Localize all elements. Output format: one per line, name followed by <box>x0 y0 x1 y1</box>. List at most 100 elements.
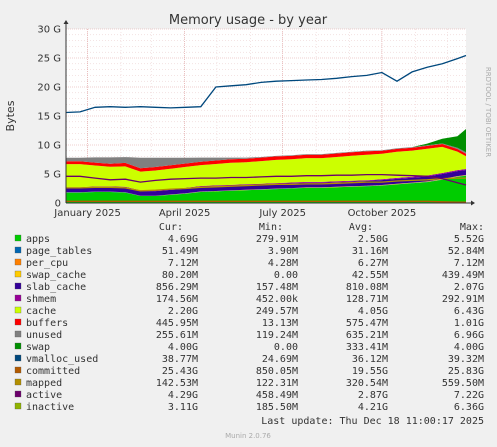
legend-max-swap: 4.00G <box>454 342 484 353</box>
legend-swatch-shmem <box>14 294 22 302</box>
legend-min-apps: 279.91M <box>256 234 298 245</box>
area-slab_cache <box>66 170 466 196</box>
legend-min-unused: 119.24M <box>256 330 298 341</box>
legend-name-unused: unused <box>26 330 62 341</box>
legend-name-vmalloc_used: vmalloc_used <box>26 354 98 365</box>
legend-max-slab_cache: 2.07G <box>454 282 484 293</box>
legend-cur-page_tables: 51.49M <box>162 246 198 257</box>
y-tick-label: 0 <box>55 199 61 210</box>
legend-max-unused: 6.96G <box>454 330 484 341</box>
legend-max-mapped: 559.50M <box>442 378 484 389</box>
legend-rows: apps 4.69G 279.91M 2.50G 5.52G page_tables 51.… <box>14 234 484 413</box>
legend-max-apps: 5.52G <box>454 234 484 245</box>
legend-max-inactive: 6.36G <box>454 402 484 413</box>
legend-min-mapped: 122.31M <box>256 378 298 389</box>
line-committed <box>65 54 467 114</box>
series-lines <box>65 54 467 203</box>
y-tick-label: 10 G <box>37 141 61 152</box>
legend-min-committed: 850.05M <box>256 366 298 377</box>
legend-cur-shmem: 174.56M <box>156 294 198 305</box>
legend-max-page_tables: 52.84M <box>448 246 484 257</box>
x-axis-arrow <box>471 200 475 206</box>
legend-cur-swap_cache: 80.20M <box>162 270 198 281</box>
legend-cur-vmalloc_used: 38.77M <box>162 354 198 365</box>
legend-table: Cur: Min: Avg: Max: apps 4.69G 279.91M 2.50… <box>14 222 484 413</box>
legend-name-cache: cache <box>26 306 56 317</box>
legend-swatch-apps <box>14 234 22 242</box>
legend-name-per_cpu: per_cpu <box>26 258 68 269</box>
last-update: Last update: Thu Dec 18 11:00:17 2025 <box>261 416 484 427</box>
legend-min-shmem: 452.00k <box>256 294 298 305</box>
legend-max-vmalloc_used: 39.32M <box>448 354 484 365</box>
x-tick-label: April 2025 <box>159 208 210 219</box>
x-tick-label: July 2025 <box>258 208 306 219</box>
legend-avg-page_tables: 31.16M <box>352 246 388 257</box>
legend-avg-buffers: 575.47M <box>346 318 388 329</box>
axes <box>63 20 475 206</box>
legend-name-inactive: inactive <box>26 402 74 413</box>
legend-max-per_cpu: 7.12M <box>454 258 484 269</box>
legend-name-committed: committed <box>26 366 80 377</box>
legend-avg-swap: 333.41M <box>346 342 388 353</box>
x-tick-label: October 2025 <box>348 208 417 219</box>
legend-cur-apps: 4.69G <box>168 234 198 245</box>
legend-min-inactive: 185.50M <box>256 402 298 413</box>
area-apps <box>66 175 466 203</box>
legend-min-page_tables: 3.90M <box>268 246 298 257</box>
legend-min-swap_cache: 0.00 <box>274 270 298 281</box>
legend-swatch-per_cpu <box>14 258 22 266</box>
area-buffers <box>66 144 466 172</box>
legend-header-min: Min: <box>259 222 283 233</box>
y-tick-labels: 0 5 G 10 G 15 G 20 G 25 G 30 G <box>37 25 61 210</box>
legend-cur-unused: 255.61M <box>156 330 198 341</box>
rrdtool-credit: RRDTOOL / TOBI OETIKER <box>484 67 492 157</box>
y-axis-arrow <box>63 20 69 24</box>
legend-min-vmalloc_used: 24.69M <box>262 354 298 365</box>
legend-avg-mapped: 320.54M <box>346 378 388 389</box>
legend-swatch-buffers <box>14 318 22 326</box>
legend-header-max: Max: <box>460 222 484 233</box>
legend-name-page_tables: page_tables <box>26 246 92 257</box>
legend-cur-committed: 25.43G <box>162 366 198 377</box>
legend-min-cache: 249.57M <box>256 306 298 317</box>
legend-avg-unused: 635.21M <box>346 330 388 341</box>
area-unused <box>66 143 466 169</box>
legend-cur-slab_cache: 856.29M <box>156 282 198 293</box>
legend-swatch-unused <box>14 330 22 338</box>
legend-swatch-swap_cache <box>14 270 22 278</box>
y-tick-label: 25 G <box>37 54 61 65</box>
legend-name-mapped: mapped <box>26 378 62 389</box>
munin-version: Munin 2.0.76 <box>225 432 271 440</box>
legend-name-slab_cache: slab_cache <box>26 282 86 293</box>
legend-name-swap: swap <box>26 342 50 353</box>
legend-avg-cache: 4.05G <box>358 306 388 317</box>
legend-max-cache: 6.43G <box>454 306 484 317</box>
legend-avg-shmem: 128.71M <box>346 294 388 305</box>
legend-swatch-swap <box>14 342 22 350</box>
legend-min-slab_cache: 157.48M <box>256 282 298 293</box>
legend-avg-per_cpu: 6.27M <box>358 258 388 269</box>
legend-max-swap_cache: 439.49M <box>442 270 484 281</box>
chart-title: Memory usage - by year <box>169 13 328 28</box>
legend-swatch-slab_cache <box>14 282 22 290</box>
line-inactive <box>66 173 467 186</box>
legend-name-buffers: buffers <box>26 318 68 329</box>
x-tick-labels: January 2025 April 2025 July 2025 October 2… <box>53 208 416 219</box>
y-tick-label: 15 G <box>37 112 61 123</box>
legend-cur-mapped: 142.53M <box>156 378 198 389</box>
legend-swatch-cache <box>14 306 22 314</box>
legend-avg-slab_cache: 810.08M <box>346 282 388 293</box>
legend-header-cur: Cur: <box>159 222 183 233</box>
legend-avg-swap_cache: 42.55M <box>352 270 388 281</box>
legend-avg-apps: 2.50G <box>358 234 388 245</box>
line-mapped <box>66 200 467 203</box>
legend-swatch-mapped <box>14 378 22 386</box>
legend-max-shmem: 292.91M <box>442 294 484 305</box>
y-tick-label: 20 G <box>37 83 61 94</box>
legend-max-committed: 25.83G <box>448 366 484 377</box>
y-tick-label: 30 G <box>37 25 61 36</box>
legend-name-active: active <box>26 390 62 401</box>
legend-swatch-inactive <box>14 402 22 410</box>
legend-cur-inactive: 3.11G <box>168 402 198 413</box>
